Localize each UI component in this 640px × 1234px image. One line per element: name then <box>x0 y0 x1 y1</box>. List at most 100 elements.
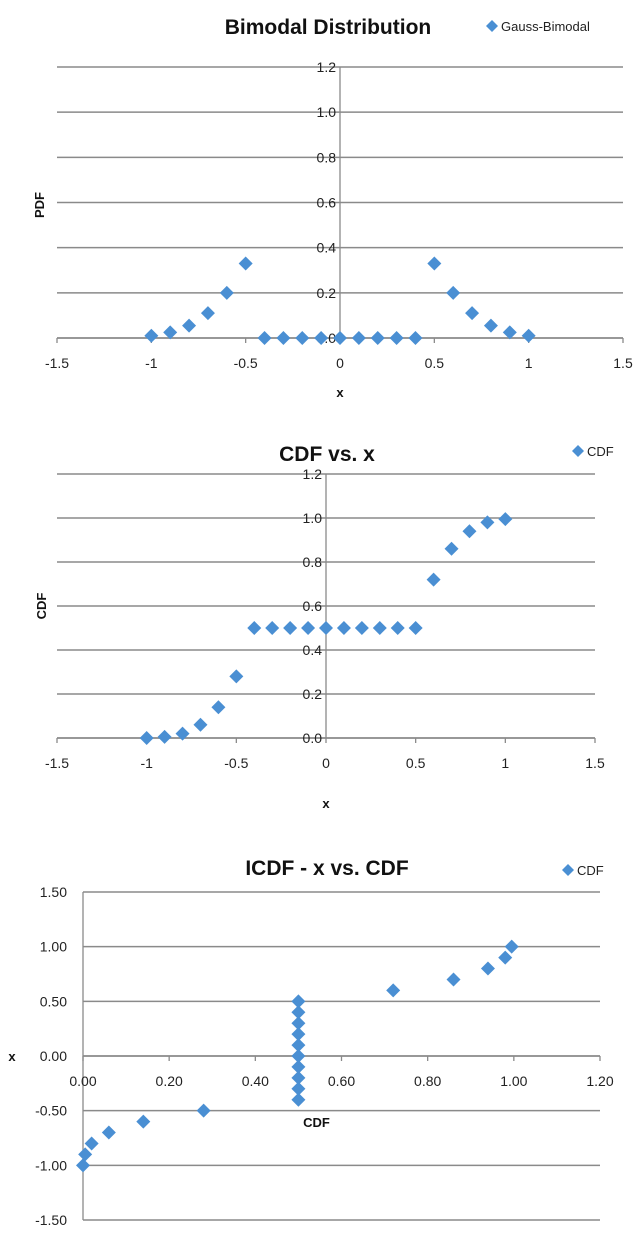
x-tick-label: 0.20 <box>156 1073 183 1089</box>
y-tick-label: -0.50 <box>35 1103 67 1119</box>
y-tick-label: 1.00 <box>40 939 67 955</box>
x-tick-label: -0.5 <box>224 755 248 771</box>
x-tick-label: -1 <box>140 755 153 771</box>
data-point <box>372 621 387 635</box>
x-tick-label: 0.60 <box>328 1073 355 1089</box>
data-point <box>175 726 190 741</box>
y-tick-label: 0.00 <box>40 1048 67 1064</box>
legend: CDF <box>572 444 614 459</box>
x-tick-label: 1 <box>501 755 509 771</box>
x-axis-label: CDF <box>303 1115 330 1130</box>
legend-marker-diamond-icon <box>486 20 498 32</box>
data-point <box>498 512 513 527</box>
data-point <box>390 621 405 635</box>
y-tick-label: 0.8 <box>303 554 323 570</box>
data-point <box>291 1070 306 1085</box>
data-point <box>370 331 385 345</box>
x-tick-label: 1 <box>525 355 533 371</box>
legend-label: CDF <box>587 444 614 459</box>
data-point <box>265 621 280 635</box>
data-point <box>219 285 234 300</box>
data-point <box>498 950 513 965</box>
data-point <box>84 1136 99 1151</box>
y-tick-label: 0.0 <box>303 730 323 746</box>
y-tick-label: 1.50 <box>40 884 67 900</box>
x-tick-label: 0.40 <box>242 1073 269 1089</box>
data-point <box>465 306 480 321</box>
legend-marker-diamond-icon <box>562 864 574 876</box>
data-point <box>408 331 423 345</box>
data-point <box>291 1005 306 1020</box>
data-point <box>314 331 329 345</box>
data-point <box>291 1049 306 1063</box>
x-tick-label: 1.5 <box>585 755 605 771</box>
data-point <box>163 325 178 340</box>
data-point <box>101 1125 116 1140</box>
x-tick-label: -0.5 <box>234 355 258 371</box>
y-tick-label: 1.0 <box>317 104 337 120</box>
data-point <box>144 328 159 343</box>
legend: Gauss-Bimodal <box>486 19 590 34</box>
x-tick-label: 0.5 <box>425 355 445 371</box>
chart-2: -1.5 -1 -0.5 0 0.5 1 1.50.00.20.40.60.81.01.2C… <box>34 443 614 811</box>
data-point <box>480 961 495 976</box>
data-point <box>247 621 262 635</box>
x-tick-label: -1 <box>145 355 158 371</box>
data-point <box>257 331 272 345</box>
data-point <box>157 729 172 744</box>
y-tick-label: 0.6 <box>317 195 337 211</box>
x-axis-label: x <box>336 385 344 400</box>
chart-3: 0.00 0.20 0.40 0.60 0.80 1.00 1.20 -1.50 -1.00 -0… <box>8 857 613 1228</box>
data-point <box>291 994 306 1009</box>
x-tick-label: 1.5 <box>613 355 633 371</box>
data-point <box>444 541 459 556</box>
y-tick-label: 1.0 <box>303 510 323 526</box>
y-tick-label: 0.4 <box>317 240 337 256</box>
data-point <box>196 1103 211 1118</box>
data-point <box>211 700 226 715</box>
x-tick-label: -1.5 <box>45 355 69 371</box>
data-point <box>504 939 519 954</box>
data-point <box>351 331 366 345</box>
y-tick-label: -1.00 <box>35 1157 67 1173</box>
data-point <box>462 524 477 539</box>
legend-label: CDF <box>577 863 604 878</box>
data-point <box>229 669 244 684</box>
y-tick-label: 1.2 <box>303 466 323 482</box>
data-point <box>291 1092 306 1107</box>
legend-marker-diamond-icon <box>572 445 584 457</box>
data-point <box>295 331 310 345</box>
y-tick-label: -1.50 <box>35 1212 67 1228</box>
data-point <box>427 256 442 271</box>
x-tick-label: 0.80 <box>414 1073 441 1089</box>
data-point <box>336 621 351 635</box>
data-point <box>446 972 461 987</box>
data-point <box>291 1059 306 1074</box>
data-point <box>291 1081 306 1096</box>
data-point <box>426 572 441 587</box>
chart-title: ICDF - x vs. CDF <box>245 857 409 880</box>
data-point <box>354 621 369 635</box>
y-tick-label: 0.8 <box>317 149 337 165</box>
data-point <box>502 325 517 340</box>
data-point <box>333 331 347 345</box>
data-point <box>386 983 401 998</box>
x-tick-label: 1.20 <box>586 1073 613 1089</box>
data-point <box>276 331 291 345</box>
x-tick-label: 1.00 <box>500 1073 527 1089</box>
chart-1: -1.5-1-0.500.511.50.00.20.40.60.81.01.2B… <box>32 16 633 400</box>
data-point <box>182 318 197 333</box>
y-tick-label: 0.6 <box>303 598 323 614</box>
data-point <box>291 1038 306 1053</box>
chart-title: CDF vs. x <box>279 443 375 466</box>
legend: CDF <box>562 863 604 878</box>
x-tick-label: -1.5 <box>45 755 69 771</box>
data-point <box>193 717 208 732</box>
y-tick-label: 0.4 <box>303 642 323 658</box>
x-tick-label: 0 <box>322 755 330 771</box>
y-tick-label: 0.50 <box>40 993 67 1009</box>
data-point <box>78 1147 93 1162</box>
y-axis-label: CDF <box>34 593 49 620</box>
x-tick-label: 0 <box>336 355 344 371</box>
